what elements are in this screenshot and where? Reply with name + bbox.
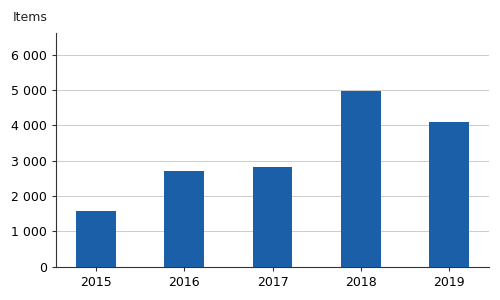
Text: Items: Items <box>13 11 48 24</box>
Bar <box>164 171 204 267</box>
Bar <box>252 167 292 267</box>
Bar <box>430 122 469 267</box>
Bar <box>341 91 381 267</box>
Bar <box>76 211 116 267</box>
